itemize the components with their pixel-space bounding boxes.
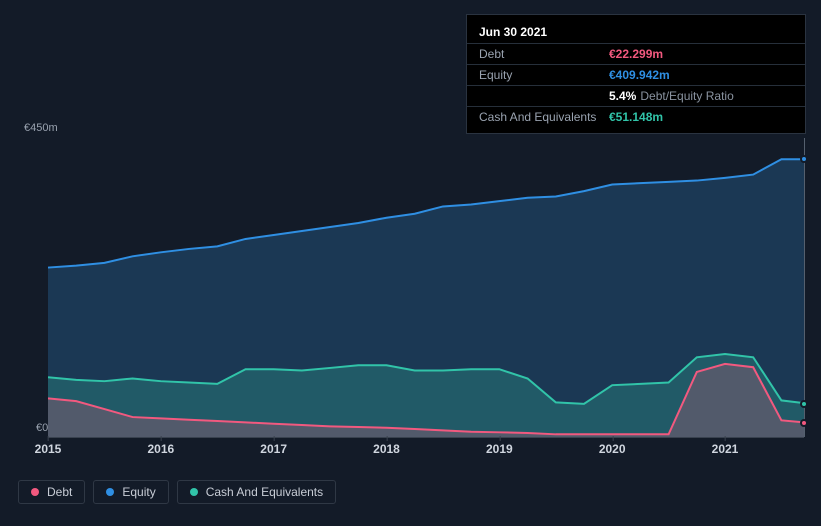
legend-label: Cash And Equivalents <box>206 485 323 499</box>
x-axis-tick: 2018 <box>373 442 400 456</box>
legend-label: Debt <box>47 485 72 499</box>
x-axis: 2015201620172018201920202021 <box>48 442 804 462</box>
x-axis-tick: 2017 <box>260 442 287 456</box>
debt-equity-chart[interactable]: €450m €0 2015 2016 2017 2018 2019 2020 2021 <box>18 122 804 462</box>
cursor-dot <box>800 400 808 408</box>
legend-item[interactable]: Cash And Equivalents <box>177 480 336 504</box>
tooltip-value: 5.4%Debt/Equity Ratio <box>609 89 734 103</box>
cursor-line <box>804 138 805 437</box>
legend-item[interactable]: Equity <box>93 480 168 504</box>
tooltip-label <box>479 89 609 103</box>
legend-item[interactable]: Debt <box>18 480 85 504</box>
legend-label: Equity <box>122 485 155 499</box>
tooltip-row: 5.4%Debt/Equity Ratio <box>467 85 805 106</box>
cursor-dot <box>800 155 808 163</box>
y-axis-label: €0 <box>36 422 48 434</box>
tooltip-value: €22.299m <box>609 47 663 61</box>
tooltip-date: Jun 30 2021 <box>467 21 805 43</box>
x-axis-tick: 2019 <box>486 442 513 456</box>
legend-dot-icon <box>190 488 198 496</box>
tooltip-row: Equity€409.942m <box>467 64 805 85</box>
legend-dot-icon <box>31 488 39 496</box>
legend-dot-icon <box>106 488 114 496</box>
chart-tooltip: Jun 30 2021 Debt€22.299mEquity€409.942m5… <box>466 14 806 134</box>
tooltip-label: Equity <box>479 68 609 82</box>
tooltip-subtext: Debt/Equity Ratio <box>640 89 733 103</box>
tooltip-row: Debt€22.299m <box>467 43 805 64</box>
cursor-dot <box>800 419 808 427</box>
y-axis-label: €450m <box>24 122 58 134</box>
chart-legend: Debt Equity Cash And Equivalents <box>18 480 336 504</box>
tooltip-label: Debt <box>479 47 609 61</box>
x-axis-tick: 2020 <box>599 442 626 456</box>
x-axis-tick: 2015 <box>35 442 62 456</box>
tooltip-value: €409.942m <box>609 68 670 82</box>
chart-plot-area[interactable] <box>48 138 804 438</box>
x-axis-tick: 2016 <box>147 442 174 456</box>
x-axis-tick: 2021 <box>712 442 739 456</box>
